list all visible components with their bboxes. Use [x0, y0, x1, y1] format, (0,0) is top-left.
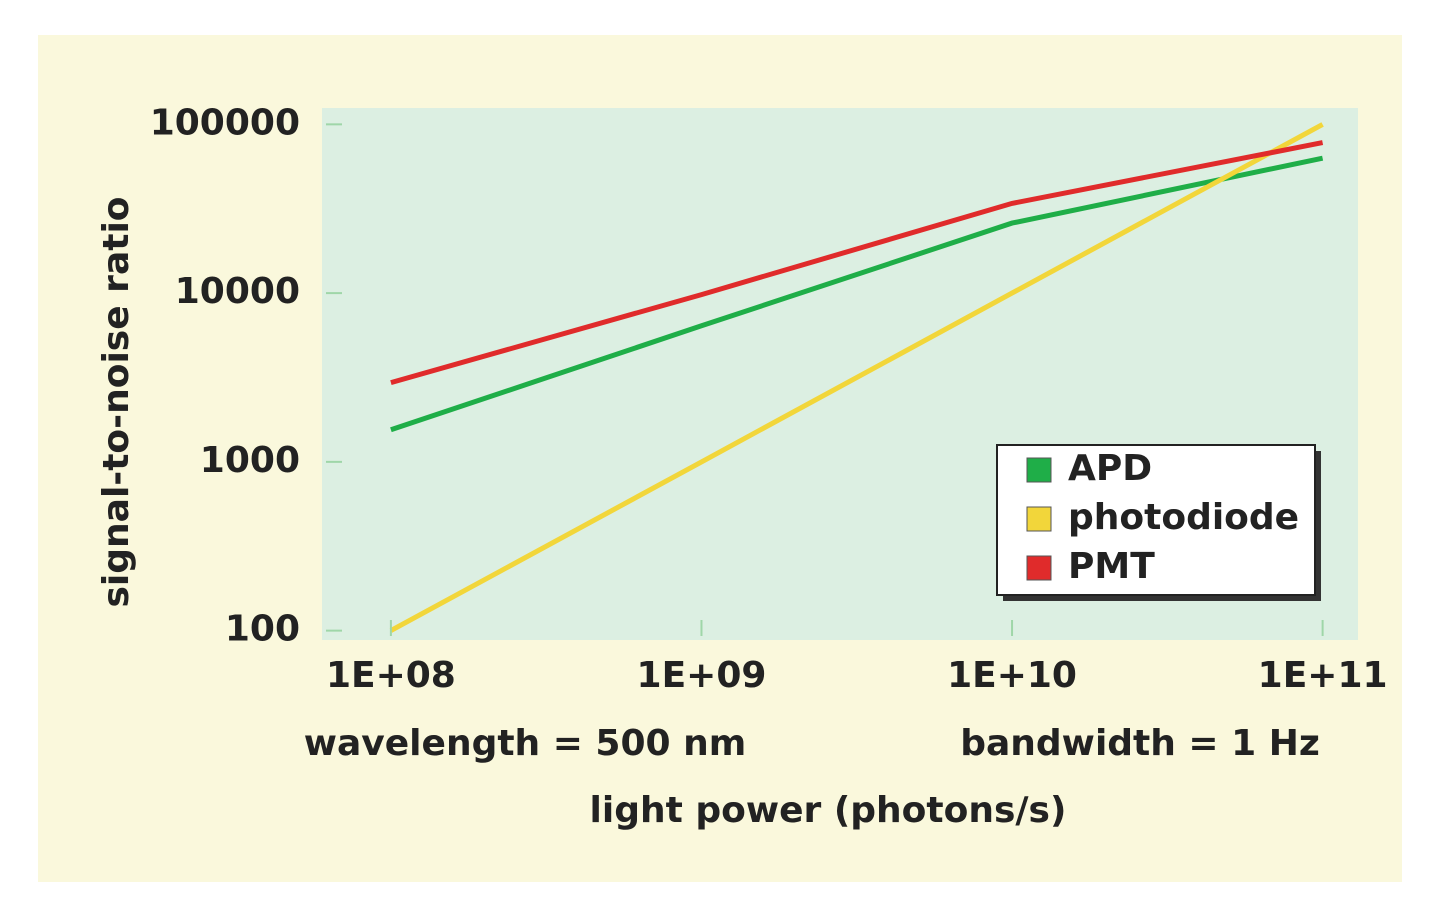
y-axis-label: signal-to-noise ratio	[96, 196, 137, 607]
annotation: bandwidth = 1 Hz	[960, 723, 1320, 764]
x-tick-label: 1E+11	[1258, 655, 1388, 696]
y-tick-label: 10000	[175, 271, 300, 312]
y-tick-label: 100	[225, 609, 300, 650]
legend-label: APD	[1068, 448, 1152, 489]
annotation: wavelength = 500 nm	[304, 723, 746, 764]
y-tick-label: 1000	[200, 440, 300, 481]
legend-swatch	[1026, 457, 1052, 483]
x-axis-label: light power (photons/s)	[590, 790, 1067, 831]
y-tick-label: 100000	[150, 102, 300, 143]
line	[390, 155, 1324, 433]
legend-label: PMT	[1068, 546, 1155, 587]
x-tick-label: 1E+10	[947, 655, 1077, 696]
legend-swatch	[1026, 555, 1052, 581]
legend-label: photodiode	[1068, 497, 1299, 538]
x-tick-label: 1E+09	[637, 655, 767, 696]
legend-swatch	[1026, 506, 1052, 532]
line	[389, 122, 1324, 633]
line	[390, 140, 1324, 386]
x-tick-label: 1E+08	[326, 655, 456, 696]
